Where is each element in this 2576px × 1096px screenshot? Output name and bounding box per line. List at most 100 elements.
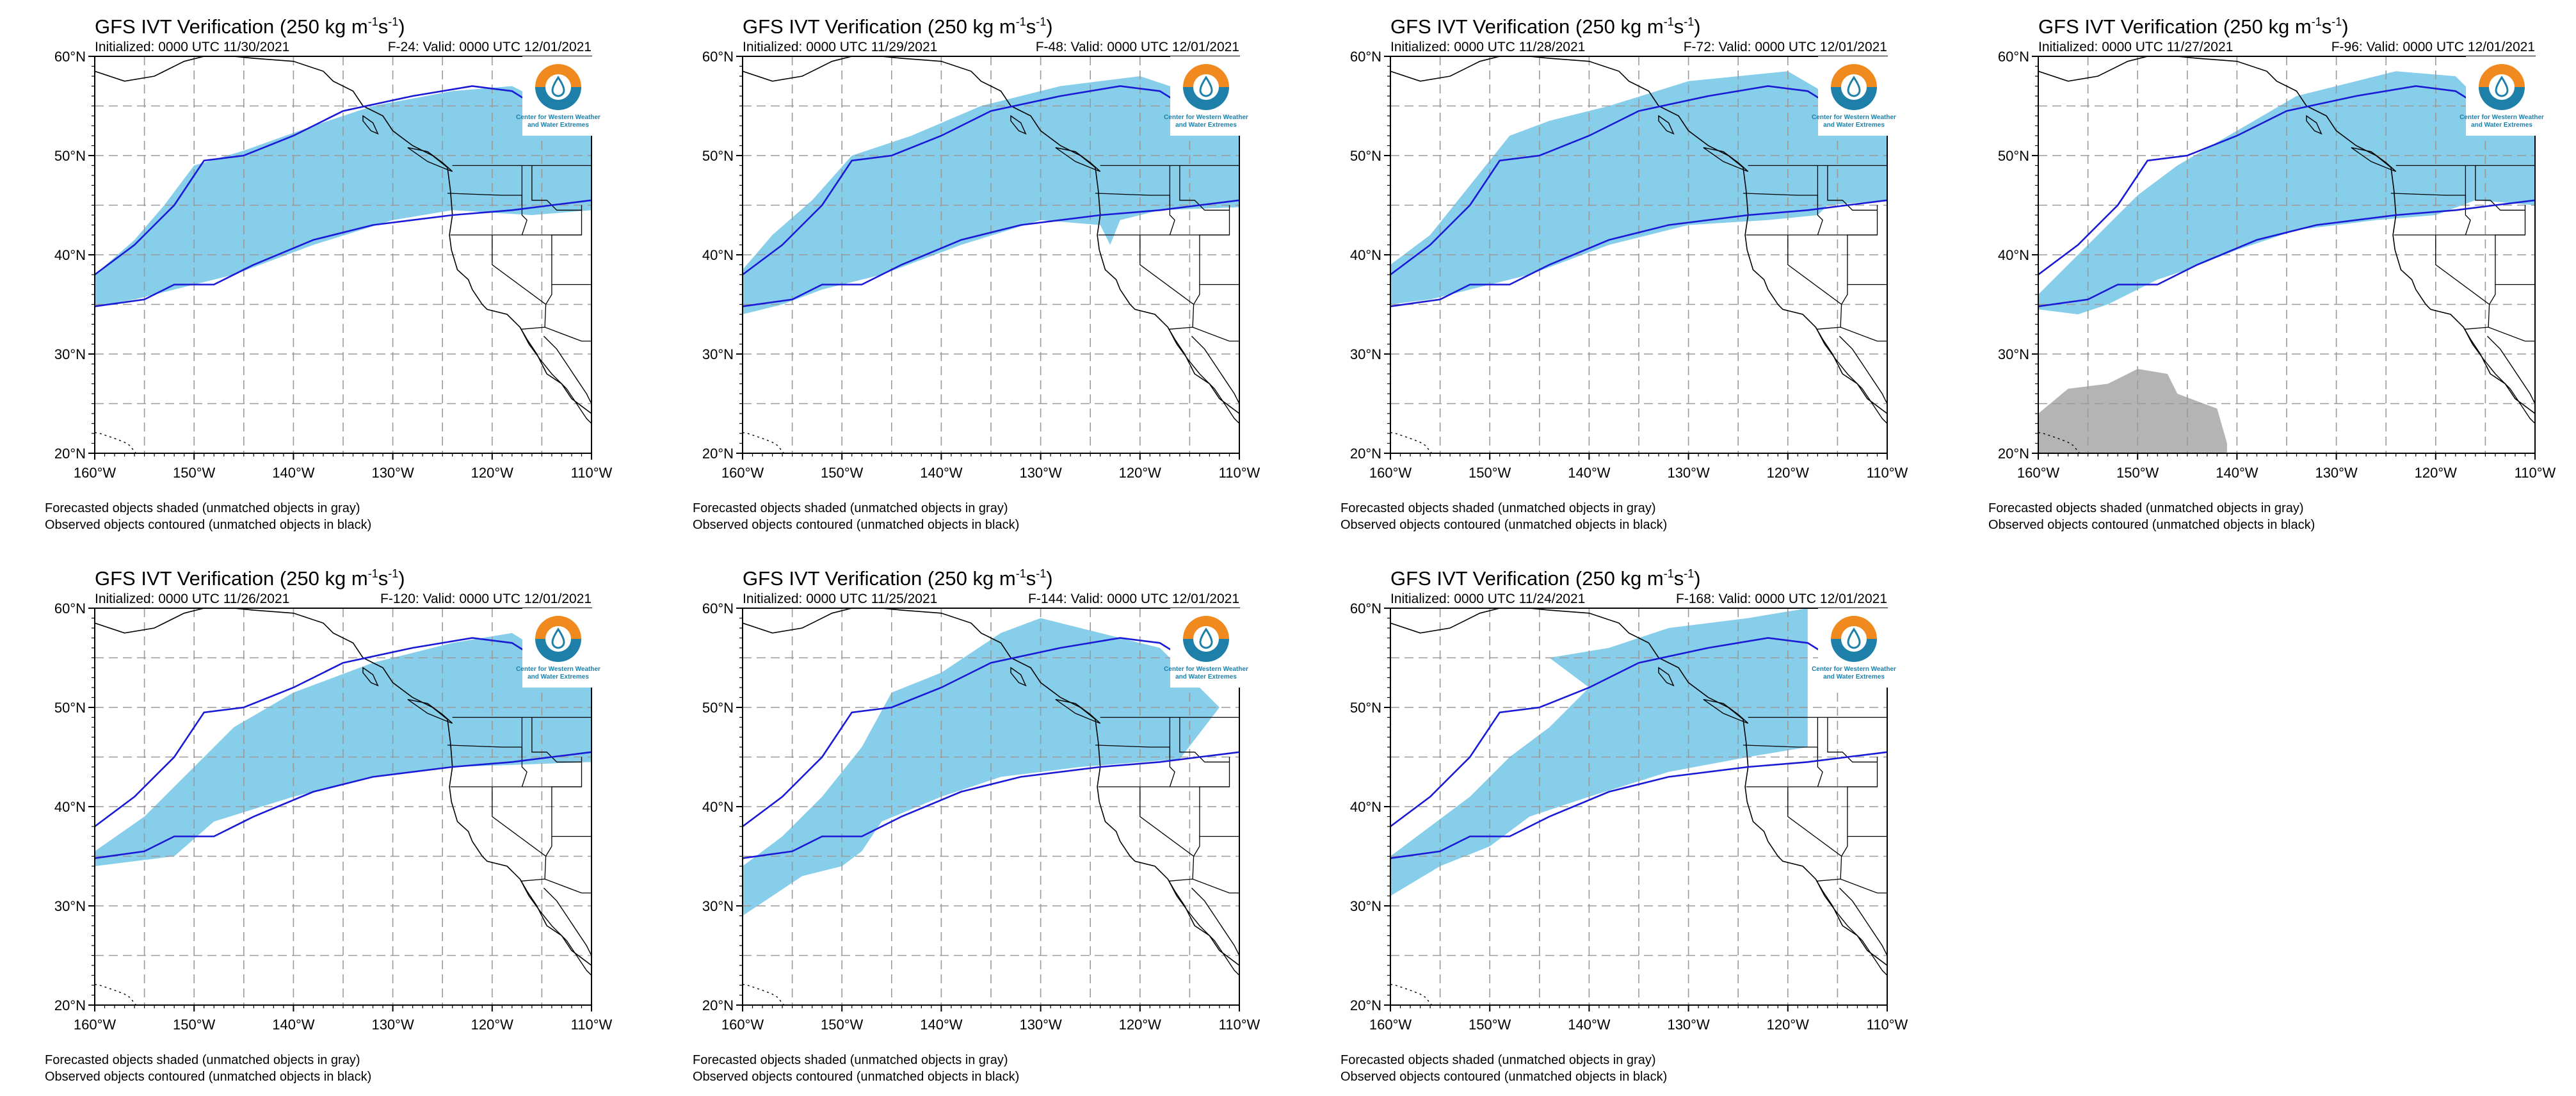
lat-tick-label: 30°N — [54, 898, 86, 914]
gulf-coast — [1839, 335, 1887, 404]
map-panel: GFS IVT Verification (250 kg m-1s-1) Init… — [1296, 0, 1936, 538]
state-border — [1169, 165, 1175, 236]
initialized-label: Initialized: 0000 UTC 11/24/2021 — [1390, 592, 1585, 606]
lat-tick-label: 30°N — [1998, 346, 2029, 362]
state-border — [521, 717, 527, 787]
state-border — [2464, 326, 2535, 342]
lon-tick-label: 130°W — [1019, 1017, 1062, 1033]
gulf-coast — [2487, 335, 2535, 404]
island-outline — [1055, 698, 1101, 724]
island-outline — [1010, 115, 1027, 135]
lat-tick-label: 50°N — [1350, 148, 1381, 164]
logo-text-line1: Center for Western Weather — [1164, 666, 1248, 673]
lon-tick-label: 110°W — [1867, 1017, 1908, 1033]
baja-coast — [1167, 326, 1239, 424]
logo-inner-circle — [545, 626, 571, 652]
state-border — [1193, 284, 1200, 305]
forecast-valid-label: F-96: Valid: 0000 UTC 12/01/2021 — [2331, 40, 2535, 54]
panel-title: GFS IVT Verification (250 kg m-1s-1) — [2038, 15, 2349, 38]
lon-tick-label: 140°W — [272, 465, 315, 481]
lat-tick-label: 40°N — [54, 247, 86, 263]
state-border — [1787, 787, 1842, 880]
hawaii-islands — [95, 983, 137, 1005]
island-outline — [1703, 147, 1749, 172]
state-border — [1193, 836, 1200, 857]
panel-map: GFS IVT Verification (250 kg m-1s-1) Init… — [1988, 15, 2556, 532]
lat-tick-label: 20°N — [1998, 446, 2029, 462]
forecast-object — [95, 86, 592, 307]
lon-tick-label: 150°W — [821, 465, 864, 481]
state-border — [545, 836, 552, 857]
lon-tick-label: 160°W — [2017, 465, 2060, 481]
state-border — [1169, 717, 1175, 787]
lon-tick-label: 110°W — [1867, 465, 1908, 481]
initialized-label: Initialized: 0000 UTC 11/27/2021 — [2038, 40, 2233, 54]
state-border — [520, 326, 592, 342]
hawaii-islands — [2038, 431, 2081, 453]
lat-tick-label: 40°N — [1350, 247, 1381, 263]
initialized-label: Initialized: 0000 UTC 11/28/2021 — [1390, 40, 1585, 54]
state-border — [2489, 284, 2496, 305]
baja-coast — [1167, 878, 1239, 976]
panel-map: GFS IVT Verification (250 kg m-1s-1) Init… — [45, 567, 613, 1084]
lat-tick-label: 40°N — [702, 799, 734, 815]
map-layers — [95, 56, 592, 453]
lat-tick-label: 60°N — [54, 49, 86, 65]
logo-text-line1: Center for Western Weather — [2459, 114, 2544, 121]
logo-drop-icon — [1199, 76, 1213, 97]
lat-tick-label: 40°N — [1998, 247, 2029, 263]
panel-title: GFS IVT Verification (250 kg m-1s-1) — [95, 567, 405, 590]
logo-text-line1: Center for Western Weather — [516, 114, 600, 121]
baja-coast — [519, 326, 592, 424]
state-border — [492, 787, 547, 880]
lon-tick-label: 140°W — [920, 465, 963, 481]
footnote-forecast: Forecasted objects shaded (unmatched obj… — [45, 1053, 360, 1067]
logo-text-line1: Center for Western Weather — [516, 666, 600, 673]
initialized-label: Initialized: 0000 UTC 11/30/2021 — [95, 40, 289, 54]
state-border — [1139, 235, 1195, 328]
forecast-valid-label: F-168: Valid: 0000 UTC 12/01/2021 — [1676, 592, 1887, 606]
state-border — [1841, 284, 1848, 305]
lon-tick-label: 110°W — [1219, 465, 1260, 481]
gulf-coast — [1191, 335, 1239, 404]
state-border — [1179, 717, 1230, 762]
logo-text-line2: and Water Extremes — [1175, 673, 1237, 681]
baja-coast — [1815, 878, 1887, 976]
panel-title: GFS IVT Verification (250 kg m-1s-1) — [743, 15, 1053, 38]
lat-tick-label: 20°N — [54, 446, 86, 462]
lon-tick-label: 160°W — [1369, 1017, 1412, 1033]
lon-tick-label: 150°W — [1469, 1017, 1511, 1033]
state-border — [1841, 836, 1848, 857]
forecast-valid-label: F-120: Valid: 0000 UTC 12/01/2021 — [380, 592, 592, 606]
map-layers — [1390, 608, 1887, 1005]
island-outline — [362, 666, 379, 687]
panel-map: GFS IVT Verification (250 kg m-1s-1) Init… — [1340, 15, 1908, 532]
baja-coast — [519, 878, 592, 976]
map-panel: GFS IVT Verification (250 kg m-1s-1) Init… — [1296, 552, 1936, 1090]
panel-title: GFS IVT Verification (250 kg m-1s-1) — [743, 567, 1053, 590]
gulf-coast — [543, 335, 592, 404]
lon-tick-label: 110°W — [2515, 465, 2556, 481]
lon-tick-label: 120°W — [471, 1017, 514, 1033]
state-border — [531, 717, 582, 762]
forecast-valid-label: F-144: Valid: 0000 UTC 12/01/2021 — [1028, 592, 1239, 606]
lon-tick-label: 130°W — [371, 1017, 414, 1033]
island-outline — [407, 698, 453, 724]
state-border — [1139, 787, 1195, 880]
lat-tick-label: 40°N — [702, 247, 734, 263]
lon-tick-label: 120°W — [1767, 465, 1810, 481]
logo-text-line1: Center for Western Weather — [1164, 114, 1248, 121]
footnote-forecast: Forecasted objects shaded (unmatched obj… — [1988, 501, 2304, 515]
lat-tick-label: 30°N — [1350, 346, 1381, 362]
logo-drop-icon — [1847, 76, 1861, 97]
panel-map: GFS IVT Verification (250 kg m-1s-1) Init… — [693, 15, 1260, 532]
logo-text-line2: and Water Extremes — [1823, 122, 1885, 129]
footnote-observed: Observed objects contoured (unmatched ob… — [1340, 518, 1667, 532]
map-layers — [1390, 56, 1887, 453]
lat-tick-label: 50°N — [54, 148, 86, 164]
state-border — [1168, 326, 1239, 342]
